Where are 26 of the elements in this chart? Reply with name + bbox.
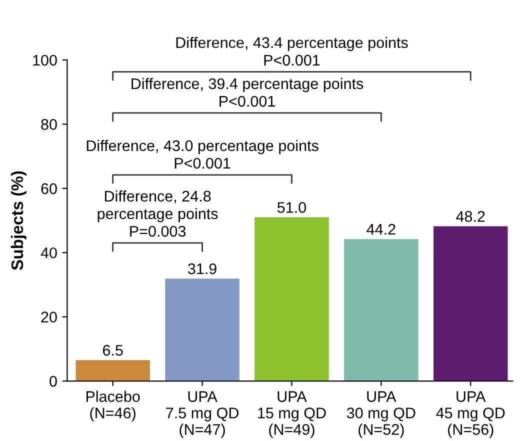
bar [344,239,418,382]
data-label: 51.0 [277,202,306,213]
data-label: 6.5 [102,344,123,356]
annotation: Difference, 39.4 percentage points P<0.001 [132,78,364,107]
bar [254,217,329,382]
y-tick-label: 0 [50,376,57,387]
x-tick-label: UPA 15 mg QD (N=49) [258,391,326,438]
y-axis-title: Subjects (%) [10,171,26,270]
y-tick-label: 40 [40,247,57,258]
bar [165,278,240,382]
y-tick-label: 80 [41,119,57,130]
y-tick-label: 20 [41,312,57,322]
annotation: Difference, 43.4 percentage points P<0.001 [176,36,408,66]
x-tick-label: UPA 30 mg QD (N=52) [346,391,416,438]
data-label: 31.9 [188,263,216,274]
y-tick-label: 60 [41,183,57,194]
bar [434,226,508,382]
x-tick-label: UPA 7.5 mg QD (N=47) [166,391,238,438]
x-tick-label: Placebo (N=46) [86,390,140,422]
bar [76,360,150,382]
data-label: 48.2 [456,211,485,222]
annotation: Difference, 24.8 percentage points P=0.003 [98,190,218,237]
data-label: 44.2 [366,224,396,235]
x-tick-label: UPA 45 mg QD (N=56) [436,391,505,438]
y-tick-label: 100 [33,54,57,66]
annotation: Difference, 43.0 percentage points P<0.001 [86,140,318,169]
